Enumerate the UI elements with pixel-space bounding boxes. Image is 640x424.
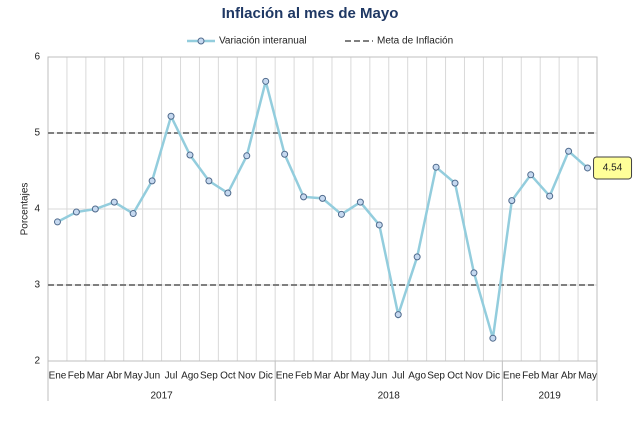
- point: [224, 189, 232, 197]
- group-label: 2019: [539, 391, 562, 402]
- x-tick-label: Jul: [392, 371, 405, 382]
- plot-frame: [47, 56, 598, 362]
- x-tick-label: Ene: [503, 371, 521, 382]
- x-tick-label: Jun: [144, 371, 160, 382]
- point: [205, 177, 213, 185]
- point: [489, 334, 497, 342]
- x-tick-label: Jul: [165, 371, 178, 382]
- x-tick-label: Abr: [334, 371, 350, 382]
- x-tick-label: Sep: [427, 371, 445, 382]
- point: [584, 164, 592, 172]
- x-tick-label: Jun: [371, 371, 387, 382]
- x-tick-label: Feb: [522, 371, 540, 382]
- y-tick-label: 5: [34, 128, 40, 139]
- point: [129, 210, 137, 218]
- point: [527, 171, 535, 179]
- y-tick-label: 3: [34, 280, 40, 291]
- x-tick-label: Abr: [561, 371, 577, 382]
- x-tick-label: Nov: [238, 371, 256, 382]
- point: [337, 210, 345, 218]
- point: [91, 205, 99, 213]
- point: [281, 150, 289, 158]
- point: [243, 152, 251, 160]
- callout: [593, 156, 633, 180]
- x-tick-label: Ene: [49, 371, 67, 382]
- point: [508, 197, 516, 205]
- legend-label: Variación interanual: [219, 36, 307, 47]
- x-tick-label: Feb: [295, 371, 313, 382]
- point: [319, 194, 326, 202]
- x-tick-label: May: [578, 371, 597, 382]
- y-tick-label: 4: [34, 204, 40, 215]
- x-tick-label: Dic: [486, 371, 500, 382]
- y-axis-label: Porcentajes: [20, 183, 31, 236]
- point: [186, 151, 194, 159]
- chart-title: Inflación al mes de Mayo: [222, 5, 399, 22]
- x-tick-label: Nov: [465, 371, 483, 382]
- x-tick-label: Ago: [408, 371, 426, 382]
- x-tick-label: Dic: [258, 371, 272, 382]
- x-tick-label: Abr: [106, 371, 122, 382]
- point: [356, 198, 364, 206]
- point: [53, 218, 61, 226]
- x-tick-label: May: [351, 371, 370, 382]
- legend-label: Meta de Inflación: [377, 36, 453, 47]
- x-tick-label: Ene: [276, 371, 294, 382]
- point: [110, 198, 118, 206]
- point: [167, 112, 175, 120]
- point: [565, 147, 573, 155]
- x-tick-label: Mar: [87, 371, 105, 382]
- x-tick-label: Mar: [314, 371, 332, 382]
- group-label: 2017: [150, 391, 173, 402]
- y-tick-label: 2: [34, 356, 40, 367]
- x-tick-label: Oct: [447, 371, 463, 382]
- y-tick-label: 6: [34, 52, 40, 63]
- x-tick-label: May: [124, 371, 143, 382]
- x-tick-label: Oct: [220, 371, 236, 382]
- point: [432, 163, 440, 171]
- x-tick-label: Feb: [68, 371, 86, 382]
- point: [470, 269, 478, 277]
- point: [148, 177, 156, 185]
- point: [413, 253, 421, 261]
- point: [375, 221, 383, 229]
- group-label: 2018: [378, 391, 401, 402]
- series-line: [56, 81, 589, 339]
- x-tick-label: Mar: [541, 371, 559, 382]
- x-tick-label: Sep: [200, 371, 218, 382]
- point: [262, 77, 270, 85]
- point: [394, 311, 402, 319]
- point: [451, 179, 459, 187]
- x-tick-label: Ago: [181, 371, 199, 382]
- point: [546, 192, 554, 200]
- data-label: 4.54: [603, 163, 623, 174]
- point: [72, 208, 80, 216]
- point: [300, 193, 308, 201]
- legend-marker: [197, 37, 205, 45]
